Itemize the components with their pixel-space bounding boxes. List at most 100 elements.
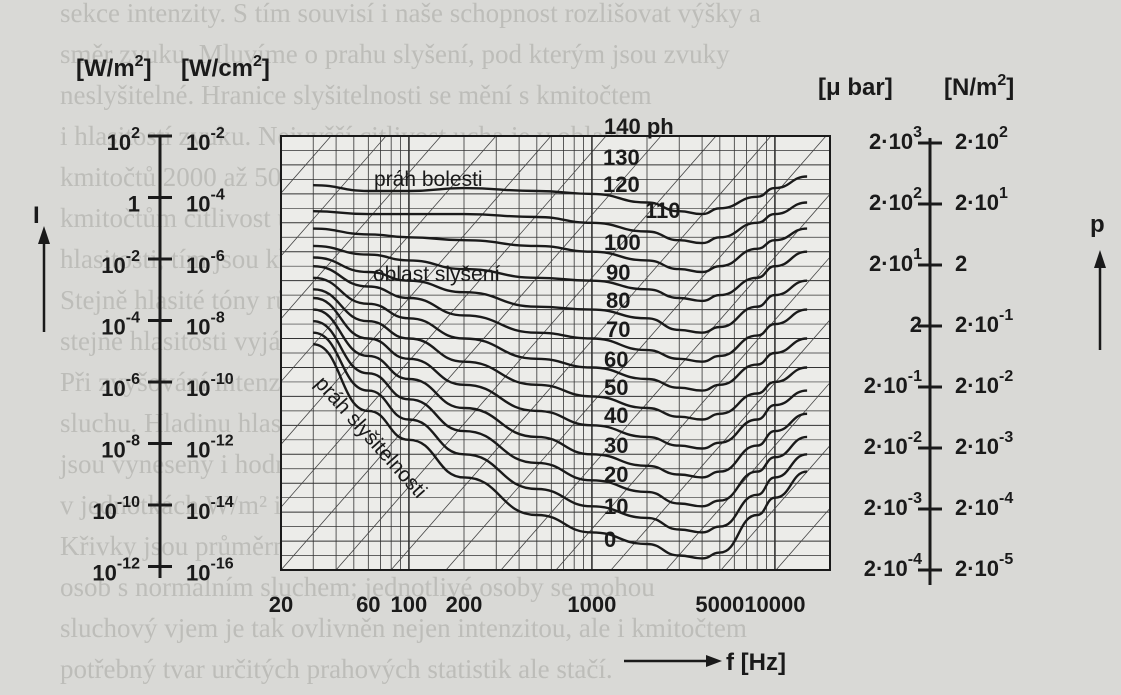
x-tick-label: 1000	[567, 592, 616, 617]
diagonal-line	[610, 319, 830, 570]
x-tick-label: 10000	[744, 592, 805, 617]
hearing-area-label: oblast slyšení	[373, 263, 500, 286]
pressure-n-m2-label: 2·10-3	[955, 429, 1013, 459]
frequency-arrow-icon	[706, 655, 722, 667]
diagonal-line	[281, 136, 387, 257]
phon-curve-100	[313, 227, 808, 274]
phon-label: 80	[606, 288, 630, 313]
intensity-w-cm2-label: 10-4	[186, 187, 225, 217]
phon-label: 90	[606, 260, 630, 285]
right-axis-ticks: 2·103 2·102 2·102 2·101 2·101 2 2 2·10-1 2·10-1 2…	[864, 124, 1014, 581]
phon-label: 100	[604, 230, 641, 255]
pressure-n-m2-label: 2·10-4	[955, 490, 1013, 520]
grid	[280, 135, 831, 571]
intensity-w-cm2-label: 10-14	[186, 494, 234, 524]
pressure-n-m2-label: 2·102	[955, 124, 1008, 154]
phon-curve-70	[313, 265, 808, 363]
intensity-w-m2-label: 10-12	[92, 556, 140, 586]
pressure-ubar-label: 2·10-2	[864, 429, 922, 459]
pressure-arrow-icon	[1094, 250, 1106, 268]
phon-curve-10	[313, 331, 808, 534]
intensity-w-m2-label: 1	[128, 192, 140, 217]
pain-threshold-label: práh bolesti	[374, 168, 483, 191]
background-text-line: sekce intenzity. S tím souvisí i naše sc…	[60, 0, 761, 28]
phon-label: 40	[604, 403, 628, 428]
diagonal-line	[555, 256, 830, 570]
x-axis-title: f [Hz]	[726, 649, 786, 676]
background-text-line: sluchový vjem je tak ovlivněn nejen inte…	[60, 613, 747, 643]
right-unit-n-m2: [N/m2]	[944, 72, 1014, 101]
background-text-line: směr zvuku. Mluvíme o prahu slyšení, pod…	[60, 39, 730, 69]
phon-label: 10	[604, 494, 628, 519]
intensity-w-cm2-label: 10-8	[186, 310, 225, 340]
diagonal-line	[281, 136, 442, 320]
phon-curve-120	[313, 175, 808, 216]
phon-curve-30	[313, 308, 808, 479]
phon-curve-0	[313, 343, 808, 560]
intensity-w-m2-label: 10-10	[92, 494, 140, 524]
pressure-ubar-label: 2·10-3	[864, 490, 922, 520]
phon-curve-90	[313, 244, 808, 303]
pressure-ubar-label: 2·102	[869, 185, 922, 215]
intensity-w-m2-label: 10-2	[101, 248, 140, 278]
pressure-n-m2-label: 2·101	[955, 185, 1008, 215]
intensity-w-cm2-label: 10-12	[186, 433, 234, 463]
x-tick-label: 20	[269, 592, 293, 617]
pressure-n-m2-label: 2·10-5	[955, 551, 1013, 581]
phon-curves	[313, 175, 808, 560]
phon-label: 70	[606, 317, 630, 342]
intensity-w-cm2-label: 10-6	[186, 248, 225, 278]
phon-label: 50	[604, 375, 628, 400]
pressure-n-m2-label: 2·10-2	[955, 368, 1013, 398]
x-tick-label: 200	[446, 592, 483, 617]
plot-frame	[280, 135, 831, 571]
phon-label: 0	[604, 527, 616, 552]
x-tick-label: 100	[391, 592, 428, 617]
phon-curve-50	[313, 288, 808, 421]
phon-curve-110	[313, 201, 808, 245]
phon-label: 130	[603, 145, 640, 170]
phon-label: 60	[604, 347, 628, 372]
diagonal-line	[445, 136, 827, 570]
diagonal-line	[281, 136, 607, 508]
diagonal-line	[281, 136, 552, 445]
phon-label: 30	[604, 433, 628, 458]
phon-curve-40	[313, 296, 808, 450]
left-axis-ticks: 102 10-2 1 10-4 10-2 10-6 10-4 10-8 10-6 10-10 10-…	[92, 125, 233, 586]
phon-label: 20	[604, 462, 628, 487]
pressure-ubar-label: 2	[910, 312, 922, 337]
diagonal-line	[390, 136, 772, 570]
phon-label: 140 ph	[604, 114, 674, 139]
x-tick-label: 60	[356, 592, 380, 617]
left-unit-w-cm2: [W/cm2]	[181, 53, 270, 82]
diagonal-line	[281, 136, 662, 570]
pressure-ubar-label: 2·103	[869, 124, 922, 154]
intensity-w-cm2-label: 10-10	[186, 371, 234, 401]
intensity-w-m2-label: 10-4	[101, 310, 140, 340]
x-tick-label: 5000	[695, 592, 744, 617]
intensity-w-m2-label: 102	[107, 125, 140, 155]
intensity-symbol: I	[33, 202, 40, 229]
phon-curve-80	[313, 256, 808, 334]
pressure-ubar-label: 2·101	[869, 246, 922, 276]
phon-curve-60	[313, 276, 808, 392]
x-axis-tick-labels: 20 60 100 200 1000 5000 10000	[269, 592, 806, 617]
pressure-ubar-label: 2·10-1	[864, 368, 922, 398]
phon-label: 120	[603, 172, 640, 197]
diagonal-line	[720, 444, 830, 570]
diagonal-line	[335, 136, 717, 570]
background-text-line: neslyšitelné. Hranice slyšitelnosti se m…	[60, 80, 652, 110]
intensity-arrow-icon	[38, 226, 50, 244]
phon-curve-20	[313, 320, 808, 508]
intensity-w-cm2-label: 10-16	[186, 556, 234, 586]
intensity-w-m2-label: 10-6	[101, 371, 140, 401]
pressure-ubar-label: 2·10-4	[864, 551, 922, 581]
pressure-n-m2-label: 2·10-1	[955, 307, 1013, 337]
right-unit-ubar: [μ bar]	[818, 74, 893, 101]
phon-label: 110	[645, 198, 681, 223]
intensity-w-cm2-label: 10-2	[186, 125, 225, 155]
background-text-line: potřebný tvar určitých prahových statist…	[60, 654, 613, 684]
left-unit-w-m2: [W/m2]	[76, 53, 152, 82]
